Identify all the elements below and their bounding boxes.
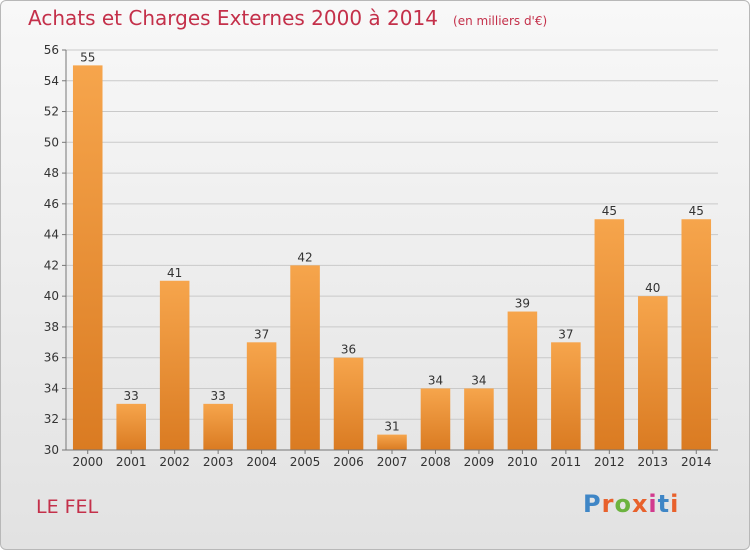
value-label-2001: 33 bbox=[124, 389, 139, 403]
bar-2000 bbox=[72, 65, 103, 450]
bar-2001 bbox=[116, 403, 146, 450]
bar-2002 bbox=[159, 280, 190, 450]
chart-title: Achats et Charges Externes 2000 à 2014 bbox=[28, 6, 438, 30]
x-tick-label-2001: 2001 bbox=[116, 455, 147, 469]
x-tick-label-2002: 2002 bbox=[159, 455, 190, 469]
x-tick-label-2010: 2010 bbox=[507, 455, 538, 469]
value-label-2012: 45 bbox=[602, 204, 617, 218]
y-tick-label: 54 bbox=[44, 74, 59, 88]
bar-2005 bbox=[290, 265, 320, 450]
x-tick-label-2012: 2012 bbox=[594, 455, 625, 469]
y-tick-label: 36 bbox=[44, 351, 59, 365]
y-tick-label: 56 bbox=[44, 43, 59, 57]
value-label-2008: 34 bbox=[428, 373, 443, 387]
y-tick-label: 32 bbox=[44, 412, 59, 426]
x-tick-label-2007: 2007 bbox=[377, 455, 408, 469]
x-tick-label-2005: 2005 bbox=[290, 455, 321, 469]
logo-letter: i bbox=[648, 490, 658, 518]
value-label-2014: 45 bbox=[689, 204, 704, 218]
value-label-2007: 31 bbox=[384, 420, 399, 434]
value-label-2009: 34 bbox=[471, 373, 486, 387]
x-tick-label-2000: 2000 bbox=[72, 455, 103, 469]
y-tick-label: 52 bbox=[44, 105, 59, 119]
logo-letter: t bbox=[657, 490, 671, 518]
value-label-2005: 42 bbox=[297, 250, 312, 264]
proxiti-logo: Proxiti bbox=[583, 490, 679, 518]
x-tick-label-2006: 2006 bbox=[333, 455, 364, 469]
y-tick-label: 40 bbox=[44, 289, 59, 303]
chart-title-block: Achats et Charges Externes 2000 à 2014 (… bbox=[28, 6, 547, 30]
value-label-2002: 41 bbox=[167, 266, 182, 280]
value-label-2010: 39 bbox=[515, 297, 530, 311]
bar-2004 bbox=[246, 342, 277, 450]
x-tick-label-2013: 2013 bbox=[638, 455, 669, 469]
x-tick-label-2008: 2008 bbox=[420, 455, 451, 469]
x-tick-label-2003: 2003 bbox=[203, 455, 234, 469]
value-label-2003: 33 bbox=[210, 389, 225, 403]
bar-2011 bbox=[551, 342, 581, 450]
bar-2008 bbox=[420, 388, 451, 450]
bar-2009 bbox=[464, 388, 494, 450]
logo-letter: i bbox=[670, 490, 680, 518]
x-tick-label-2004: 2004 bbox=[246, 455, 277, 469]
logo-letter: P bbox=[583, 490, 602, 518]
x-tick-label-2009: 2009 bbox=[464, 455, 495, 469]
y-tick-label: 50 bbox=[44, 135, 59, 149]
logo-letter: x bbox=[631, 490, 649, 518]
y-tick-label: 38 bbox=[44, 320, 59, 334]
y-tick-label: 48 bbox=[44, 166, 59, 180]
y-tick-label: 44 bbox=[44, 228, 59, 242]
x-tick-label-2014: 2014 bbox=[681, 455, 712, 469]
logo-letter: o bbox=[614, 490, 632, 518]
y-tick-label: 42 bbox=[44, 258, 59, 272]
value-label-2011: 37 bbox=[558, 327, 573, 341]
value-label-2004: 37 bbox=[254, 327, 269, 341]
chart-subtitle: (en milliers d'€) bbox=[453, 14, 548, 28]
bar-2014 bbox=[681, 219, 712, 450]
y-tick-label: 46 bbox=[44, 197, 59, 211]
bar-2006 bbox=[333, 357, 364, 450]
bars: 55 33 41 33 37 42 36 31 34 34 39 37 45 40 45 bbox=[72, 50, 712, 450]
bar-2003 bbox=[203, 403, 233, 450]
value-label-2006: 36 bbox=[341, 343, 356, 357]
bar-2010 bbox=[507, 311, 538, 450]
bar-2012 bbox=[594, 219, 625, 450]
y-tick-label: 30 bbox=[44, 443, 59, 457]
location-label: LE FEL bbox=[36, 496, 99, 518]
x-tick-label-2011: 2011 bbox=[551, 455, 582, 469]
axes: 30 32 34 36 38 40 42 44 46 48 50 52 54 56 2000 2001 2002… bbox=[44, 43, 718, 469]
bar-2007 bbox=[377, 434, 407, 450]
y-tick-label: 34 bbox=[44, 381, 59, 395]
logo-letter: r bbox=[601, 490, 615, 518]
value-label-2000: 55 bbox=[80, 50, 95, 64]
value-label-2013: 40 bbox=[645, 281, 660, 295]
bar-2013 bbox=[638, 296, 668, 450]
